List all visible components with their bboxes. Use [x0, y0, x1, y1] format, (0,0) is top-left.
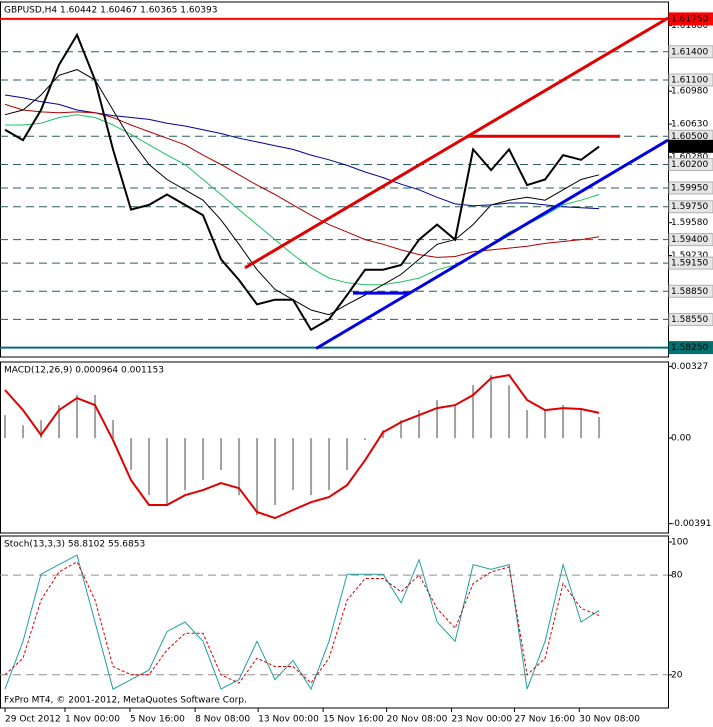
level-label: 1.58850 [671, 287, 708, 297]
histogram-bar [256, 438, 259, 516]
x-tick-label: 13 Nov 00:00 [258, 715, 319, 725]
panel-title: Stoch(13,3,3) 58.8102 55.6853 [4, 540, 145, 550]
histogram-bar [490, 375, 493, 439]
level-label: 1.59750 [671, 202, 708, 212]
histogram-bar [418, 410, 421, 439]
histogram-bar [112, 420, 115, 439]
x-tick-label: 8 Nov 08:00 [195, 715, 250, 725]
panel-title: MACD(12,26,9) 0.000964 0.001153 [4, 366, 164, 376]
trendline [315, 138, 668, 350]
histogram-bar [544, 410, 547, 439]
level-label: 1.58250 [671, 343, 708, 353]
histogram-bar [328, 438, 331, 491]
series-line [4, 32, 600, 332]
level-label: 1.61400 [671, 47, 708, 57]
plot-area [0, 554, 668, 691]
histogram-bar [76, 395, 79, 439]
level-label: 1.59950 [671, 183, 708, 193]
level-label-box [668, 256, 713, 270]
histogram-bar [598, 417, 601, 439]
histogram-bar [562, 405, 565, 439]
level-label-box [668, 139, 713, 153]
histogram-bar [238, 438, 241, 496]
series-line [4, 69, 600, 316]
level-label-box [668, 12, 713, 26]
trendline [244, 16, 668, 270]
panel-title: GBPUSD,H4 1.60442 1.60467 1.60365 1.6039… [4, 6, 217, 16]
level-label: 1.59400 [671, 235, 708, 245]
histogram-bar [454, 405, 457, 439]
histogram-bar [436, 400, 439, 439]
histogram-bar [346, 438, 349, 471]
histogram-bar [220, 438, 223, 471]
y-tick-label: 20 [671, 670, 683, 680]
histogram-bar [292, 438, 295, 491]
histogram-bar [508, 385, 511, 439]
y-tick-label: 1.61680 [671, 21, 708, 31]
level-label-box [668, 181, 713, 195]
histogram-bar [184, 438, 187, 491]
y-tick-label: -0.00391 [671, 519, 711, 529]
panel-frame [0, 535, 669, 709]
histogram-bar [94, 395, 97, 439]
histogram-bar [4, 415, 7, 439]
footer: FxPro MT4, © 2001-2012, MetaQuotes Softw… [4, 696, 247, 706]
histogram-bar [400, 420, 403, 439]
y-tick-label: 1.59230 [671, 251, 708, 261]
level-label: 1.60500 [671, 132, 708, 142]
histogram-bar [274, 438, 277, 506]
histogram-bar [40, 420, 43, 439]
y-tick-label: 80 [671, 571, 683, 581]
y-tick-label: 100 [671, 537, 688, 547]
histogram-bar [364, 438, 367, 441]
level-label: 1.59150 [671, 259, 708, 269]
x-tick-label: 30 Nov 08:00 [579, 715, 640, 725]
panel-frame [0, 1, 669, 358]
level-label-box [668, 200, 713, 214]
histogram-bar [526, 410, 529, 439]
x-tick-label: 27 Nov 16:00 [514, 715, 575, 725]
series-line [4, 561, 600, 684]
x-tick-label: 20 Nov 08:00 [387, 715, 448, 725]
level-label-box [668, 312, 713, 326]
level-label: 1.60200 [671, 160, 708, 170]
histogram-bar [22, 425, 25, 439]
x-tick-label: 1 Nov 00:00 [65, 715, 120, 725]
level-label: 1.61100 [671, 75, 708, 85]
level-label: 1.60393 [671, 142, 708, 152]
y-tick-label: 0.00 [671, 434, 691, 444]
plot-area [0, 16, 668, 350]
level-label: 1.58550 [671, 315, 708, 325]
x-tick-label: 15 Nov 16:00 [323, 715, 384, 725]
level-label-box [668, 73, 713, 87]
y-tick-label: 1.59580 [671, 218, 708, 228]
y-tick-label: 1.60630 [671, 120, 708, 130]
level-label-box [668, 45, 713, 59]
y-tick-label: 1.60280 [671, 152, 708, 162]
histogram-bar [130, 438, 133, 471]
histogram-bar [202, 438, 205, 481]
level-label-box [668, 233, 713, 247]
series-line [4, 374, 600, 520]
y-tick-label: 0.00327 [671, 362, 708, 372]
level-label-box [668, 284, 713, 298]
level-label-box [668, 157, 713, 171]
x-tick-label: 5 Nov 16:00 [130, 715, 185, 725]
histogram-bar [148, 438, 151, 496]
histogram-bar [472, 385, 475, 439]
plot-area [4, 374, 601, 520]
histogram-bar [58, 405, 61, 439]
level-label: 1.61750 [671, 14, 708, 24]
level-label-box [668, 341, 713, 355]
histogram-bar [310, 438, 313, 496]
x-tick-label: 29 Oct 2012 [5, 715, 61, 725]
y-tick-label: 1.60980 [671, 87, 708, 97]
x-tick-label: 23 Nov 00:00 [451, 715, 512, 725]
panel-frame [0, 361, 669, 534]
histogram-bar [166, 438, 169, 506]
histogram-bar [580, 410, 583, 439]
